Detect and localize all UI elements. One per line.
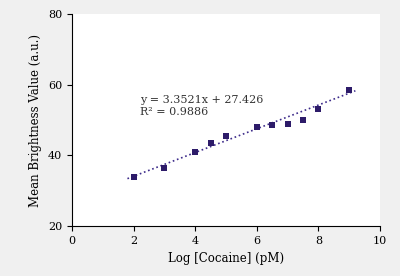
- Point: [254, 125, 260, 129]
- Y-axis label: Mean Brightness Value (a.u.): Mean Brightness Value (a.u.): [30, 34, 42, 206]
- Text: y = 3.3521x + 27.426
R² = 0.9886: y = 3.3521x + 27.426 R² = 0.9886: [140, 95, 263, 117]
- Point: [300, 118, 306, 122]
- Point: [161, 166, 168, 170]
- Point: [130, 174, 137, 179]
- Point: [284, 121, 291, 126]
- Point: [192, 150, 198, 154]
- Point: [346, 88, 352, 92]
- Point: [315, 107, 322, 112]
- Point: [269, 123, 276, 128]
- X-axis label: Log [Cocaine] (pM): Log [Cocaine] (pM): [168, 252, 284, 265]
- Point: [207, 141, 214, 145]
- Point: [223, 134, 229, 138]
